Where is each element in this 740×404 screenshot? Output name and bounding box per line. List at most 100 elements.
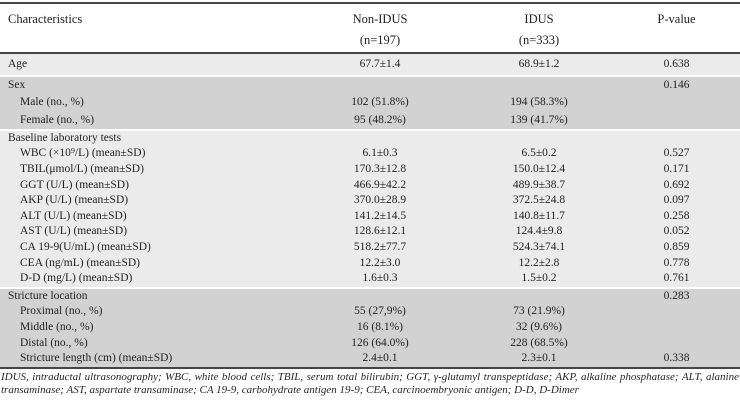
row-label: TBIL(μmol/L) (mean±SD) (20, 163, 144, 176)
section-baseline-laboratory-tests: Baseline laboratory tests WBC (×10⁹/L) (m… (0, 130, 740, 287)
table-row: ALT (U/L) (mean±SD) 141.2±14.5 140.8±11.7 0… (0, 209, 740, 225)
table-row: Distal (no., %) 126 (64.0%) 228 (68.5%) (0, 336, 740, 352)
table-row: Sex 0.146 (0, 77, 740, 94)
row-label: Female (no., %) (20, 113, 95, 126)
header-group-non-idus: Non-IDUS (n=197) (295, 9, 465, 52)
cell-idus-value: 524.3±74.1 (512, 241, 566, 254)
cell-idus-value: 372.5±24.8 (512, 194, 566, 207)
header-group-idus: IDUS (n=333) (465, 9, 613, 52)
header-idus-n: (n=333) (518, 33, 560, 47)
section-age: Age 67.7±1.4 68.9±1.2 0.638 (0, 54, 740, 75)
row-label: AKP (U/L) (mean±SD) (20, 194, 129, 207)
section-sex: Sex 0.146 Male (no., %) 102 (51.8%) 194 (58.… (0, 77, 740, 129)
cell-non-idus-value: 2.4±0.1 (362, 352, 398, 365)
cell-idus-value: 124.4±9.8 (515, 225, 563, 238)
row-label: Stricture length (cm) (mean±SD) (20, 352, 173, 365)
cell-p-value: 0.283 (663, 289, 690, 302)
cell-non-idus-value: 16 (8.1%) (357, 321, 403, 334)
row-label: Proximal (no., %) (20, 305, 103, 318)
header-non-idus-name: Non-IDUS (352, 12, 408, 26)
cell-p-value: 0.527 (663, 147, 690, 160)
row-label: D-D (mg/L) (mean±SD) (20, 272, 133, 285)
cell-non-idus-value: 55 (27,9%) (354, 305, 406, 318)
row-label: Stricture location (8, 289, 88, 302)
table-row: Proximal (no., %) 55 (27,9%) 73 (21.9%) (0, 304, 740, 320)
table-row: AST (U/L) (mean±SD) 128.6±12.1 124.4±9.8 0.… (0, 224, 740, 240)
row-label: Sex (8, 79, 26, 91)
table-row: CA 19-9(U/mL) (mean±SD) 518.2±77.7 524.3±7… (0, 240, 740, 256)
cell-idus-value: 228 (68.5%) (510, 336, 568, 349)
cell-non-idus-value: 126 (64.0%) (351, 336, 409, 349)
cell-p-value: 0.692 (663, 178, 690, 191)
row-label: Distal (no., %) (20, 336, 88, 349)
cell-idus-value: 194 (58.3%) (510, 96, 568, 109)
row-label: CA 19-9(U/mL) (mean±SD) (20, 241, 151, 254)
row-label: WBC (×10⁹/L) (mean±SD) (20, 147, 146, 160)
cell-p-value: 0.778 (663, 256, 690, 269)
row-label: CEA (ng/mL) (mean±SD) (20, 256, 141, 269)
cell-idus-value: 12.2±2.8 (518, 256, 560, 269)
cell-p-value: 0.258 (663, 209, 690, 222)
abbreviations-footnote: IDUS, intraductal ultrasonography; WBC, … (1, 370, 739, 397)
table-body: Age 67.7±1.4 68.9±1.2 0.638 Sex 0.146 Male (no… (0, 54, 740, 367)
cell-idus-value: 68.9±1.2 (518, 58, 560, 70)
table-row: TBIL(μmol/L) (mean±SD) 170.3±12.8 150.0±12… (0, 162, 740, 178)
cell-non-idus-value: 102 (51.8%) (351, 96, 409, 109)
cell-non-idus-value: 1.6±0.3 (362, 272, 398, 285)
header-characteristics: Characteristics (8, 12, 83, 26)
cell-non-idus-value: 67.7±1.4 (359, 58, 401, 70)
table-top-rule (0, 2, 740, 4)
table-row: Female (no., %) 95 (48.2%) 139 (41.7%) (0, 112, 740, 129)
cell-p-value: 0.052 (663, 225, 690, 238)
table-row: GGT (U/L) (mean±SD) 466.9±42.2 489.9±38.7 0… (0, 178, 740, 194)
row-label: GGT (U/L) (mean±SD) (20, 178, 129, 191)
section-stricture-location: Stricture location 0.283 Proximal (no., %)… (0, 288, 740, 367)
cell-p-value: 0.638 (663, 58, 690, 70)
table-row: WBC (×10⁹/L) (mean±SD) 6.1±0.3 6.5±0.2 0.52… (0, 146, 740, 162)
cell-idus-value: 1.5±0.2 (521, 272, 557, 285)
header-divider-rule (0, 52, 740, 54)
row-label: ALT (U/L) (mean±SD) (20, 209, 127, 222)
table-row: Stricture length (cm) (mean±SD) 2.4±0.1 2.… (0, 351, 740, 367)
table-row: Baseline laboratory tests (0, 131, 740, 147)
cell-idus-value: 2.3±0.1 (521, 352, 557, 365)
cell-idus-value: 140.8±11.7 (513, 209, 565, 222)
cell-idus-value: 32 (9.6%) (516, 321, 562, 334)
cell-idus-value: 150.0±12.4 (512, 163, 566, 176)
cell-non-idus-value: 466.9±42.2 (353, 178, 407, 191)
cell-non-idus-value: 141.2±14.5 (353, 209, 407, 222)
cell-p-value: 0.097 (663, 194, 690, 207)
header-idus-name: IDUS (524, 12, 554, 26)
row-label: AST (U/L) (mean±SD) (20, 225, 128, 238)
table-bottom-rule (0, 366, 740, 369)
row-label: Age (8, 58, 28, 70)
cell-non-idus-value: 518.2±77.7 (353, 241, 407, 254)
row-label: Male (no., %) (20, 96, 84, 109)
table-header-row: Characteristics Non-IDUS (n=197) IDUS (n… (0, 4, 740, 52)
cell-p-value: 0.859 (663, 241, 690, 254)
cell-p-value: 0.171 (663, 163, 690, 176)
cell-non-idus-value: 370.0±28.9 (353, 194, 407, 207)
table-row: D-D (mg/L) (mean±SD) 1.6±0.3 1.5±0.2 0.761 (0, 271, 740, 287)
cell-p-value: 0.338 (663, 352, 690, 365)
table-row: Middle (no., %) 16 (8.1%) 32 (9.6%) (0, 320, 740, 336)
cell-idus-value: 6.5±0.2 (521, 147, 557, 160)
cell-idus-value: 489.9±38.7 (512, 178, 566, 191)
cell-non-idus-value: 6.1±0.3 (362, 147, 398, 160)
cell-non-idus-value: 12.2±3.0 (359, 256, 401, 269)
cell-non-idus-value: 170.3±12.8 (353, 163, 407, 176)
table-row: Stricture location 0.283 (0, 289, 740, 305)
cell-idus-value: 139 (41.7%) (510, 113, 568, 126)
cell-p-value: 0.146 (663, 79, 690, 91)
table-row: Male (no., %) 102 (51.8%) 194 (58.3%) (0, 94, 740, 111)
row-label: Middle (no., %) (20, 321, 94, 334)
cell-non-idus-value: 95 (48.2%) (354, 113, 406, 126)
table-row: AKP (U/L) (mean±SD) 370.0±28.9 372.5±24.8 0… (0, 193, 740, 209)
cell-idus-value: 73 (21.9%) (513, 305, 565, 318)
header-pvalue: P-value (657, 12, 696, 26)
cell-non-idus-value: 128.6±12.1 (353, 225, 407, 238)
table-row: CEA (ng/mL) (mean±SD) 12.2±3.0 12.2±2.8 0.7… (0, 256, 740, 272)
table-row: Age 67.7±1.4 68.9±1.2 0.638 (0, 54, 740, 75)
cell-p-value: 0.761 (663, 272, 690, 285)
